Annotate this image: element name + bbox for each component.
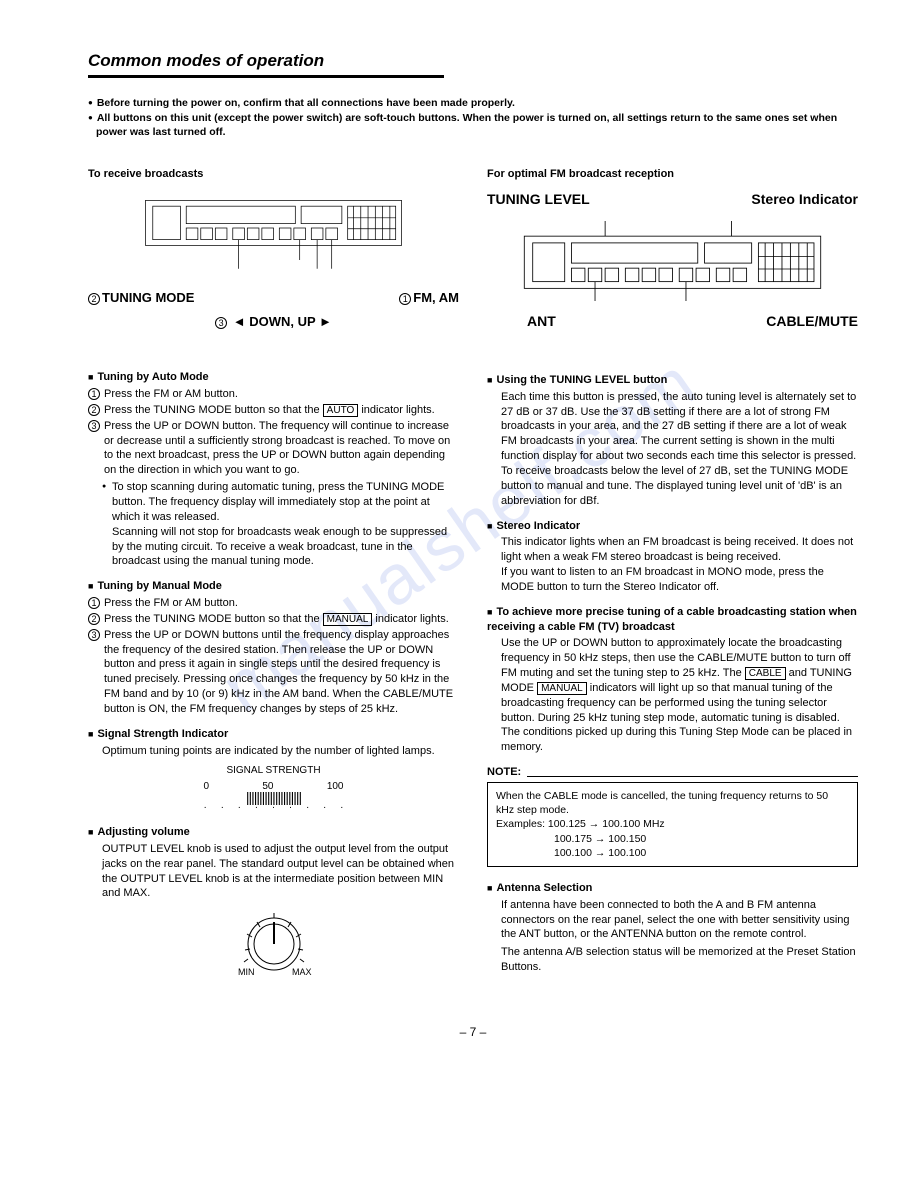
cable-body: Use the UP or DOWN button to approximate… [487, 636, 858, 755]
intro-block: Before turning the power on, confirm tha… [88, 96, 858, 140]
left-column: To receive broadcasts 2TUNING MODE 1FM, … [88, 167, 459, 994]
right-top-labels: TUNING LEVEL Stereo Indicator [487, 190, 858, 209]
tuning-level-title: Using the TUNING LEVEL button [487, 373, 858, 388]
manual-step-2: 2Press the TUNING MODE button so that th… [88, 612, 459, 627]
signal-block: Signal Strength Indicator Optimum tuning… [88, 727, 459, 815]
tuner-diagram-right [487, 221, 858, 301]
label-ant: ANT [527, 312, 556, 331]
intro-line-2: All buttons on this unit (except the pow… [88, 111, 858, 139]
signal-diagram: SIGNAL STRENGTH 050100 |||||||||||||||||… [88, 764, 459, 815]
label-stereo-indicator: Stereo Indicator [751, 190, 858, 209]
right-column: For optimal FM broadcast reception TUNIN… [487, 167, 858, 994]
antenna-title: Antenna Selection [487, 881, 858, 896]
note-line-4: 100.100 → 100.100 [496, 846, 849, 860]
signal-title: Signal Strength Indicator [88, 727, 459, 742]
right-bottom-labels: ANT CABLE/MUTE [487, 312, 858, 331]
label-fm-am: 1FM, AM [399, 289, 459, 307]
stereo-title: Stereo Indicator [487, 519, 858, 534]
left-label-row-1: 2TUNING MODE 1FM, AM [88, 289, 459, 307]
note-title: NOTE: [487, 765, 858, 780]
note-line-1: When the CABLE mode is cancelled, the tu… [496, 789, 849, 817]
note-line-3: 100.175 → 100.150 [496, 832, 849, 846]
stereo-block: Stereo Indicator This indicator lights w… [487, 519, 858, 595]
page-title: Common modes of operation [88, 50, 444, 78]
auto-step-1: 1Press the FM or AM button. [88, 387, 459, 402]
cable-title: To achieve more precise tuning of a cabl… [487, 605, 858, 635]
auto-mode-block: Tuning by Auto Mode 1Press the FM or AM … [88, 370, 459, 569]
antenna-block: Antenna Selection If antenna have been c… [487, 881, 858, 975]
label-tuning-mode: 2TUNING MODE [88, 289, 194, 307]
signal-body: Optimum tuning points are indicated by t… [88, 744, 459, 759]
manual-mode-block: Tuning by Manual Mode 1Press the FM or A… [88, 579, 459, 717]
note-box: When the CABLE mode is cancelled, the tu… [487, 782, 858, 867]
auto-step-3: 3Press the UP or DOWN button. The freque… [88, 419, 459, 478]
label-cable-mute: CABLE/MUTE [766, 312, 858, 331]
stereo-body-1: This indicator lights when an FM broadca… [487, 535, 858, 565]
antenna-body-2: The antenna A/B selection status will be… [487, 945, 858, 975]
manual-mode-title: Tuning by Manual Mode [88, 579, 459, 594]
tuner-diagram-left [88, 196, 459, 276]
volume-knob-diagram: MIN MAX [88, 909, 459, 984]
manual-step-1: 1Press the FM or AM button. [88, 596, 459, 611]
note-line-2: Examples: 100.125 → 100.100 MHz [496, 817, 849, 831]
label-tuning-level: TUNING LEVEL [487, 190, 590, 209]
intro-line-1: Before turning the power on, confirm tha… [88, 96, 858, 110]
volume-title: Adjusting volume [88, 825, 459, 840]
antenna-body-1: If antenna have been connected to both t… [487, 898, 858, 943]
page-number: – 7 – [88, 1024, 858, 1040]
tuning-level-block: Using the TUNING LEVEL button Each time … [487, 373, 858, 509]
page-content: Common modes of operation Before turning… [88, 50, 858, 1040]
manual-step-3: 3Press the UP or DOWN buttons until the … [88, 628, 459, 717]
auto-step-2: 2Press the TUNING MODE button so that th… [88, 403, 459, 418]
knob-max: MAX [292, 967, 312, 977]
auto-mode-title: Tuning by Auto Mode [88, 370, 459, 385]
knob-min: MIN [238, 967, 255, 977]
volume-block: Adjusting volume OUTPUT LEVEL knob is us… [88, 825, 459, 984]
left-heading: To receive broadcasts [88, 167, 459, 182]
right-heading: For optimal FM broadcast reception [487, 167, 858, 182]
label-down-up: 3 ◄ DOWN, UP ► [88, 313, 459, 331]
volume-body: OUTPUT LEVEL knob is used to adjust the … [88, 842, 459, 901]
cable-block: To achieve more precise tuning of a cabl… [487, 605, 858, 755]
stereo-body-2: If you want to listen to an FM broadcast… [487, 565, 858, 595]
auto-bullet: To stop scanning during automatic tuning… [88, 480, 459, 569]
tuning-level-body: Each time this button is pressed, the au… [487, 390, 858, 509]
